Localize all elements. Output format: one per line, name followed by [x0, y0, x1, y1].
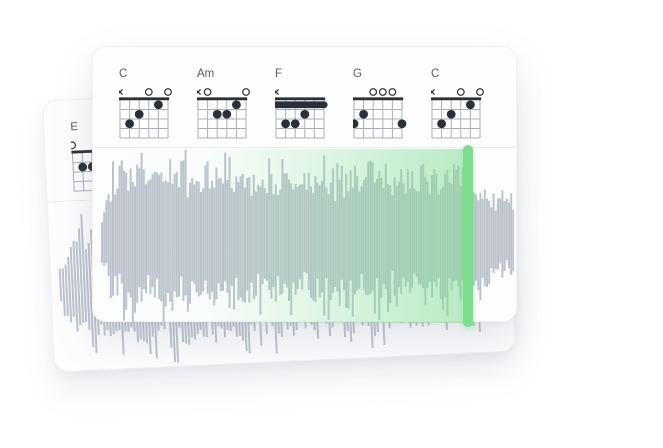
waveform [101, 150, 514, 322]
chord-diagram-g [349, 88, 407, 139]
chord-cell-am[interactable]: Am [194, 67, 275, 147]
chord-cell-c-2[interactable]: C [428, 67, 509, 147]
chord-label: F [275, 68, 283, 80]
chord-diagram-c-2 [428, 88, 484, 139]
chord-label: C [431, 68, 440, 80]
chord-diagram-f [272, 88, 328, 139]
chord-diagram-c [116, 88, 172, 139]
chord-diagram-am [194, 88, 250, 139]
chord-cell-g[interactable]: G [349, 67, 431, 147]
chord-cell-f[interactable]: F [272, 67, 353, 147]
chord-label: Am [197, 68, 215, 80]
waveform-region[interactable] [101, 145, 514, 327]
playhead-handle[interactable] [463, 145, 473, 327]
chord-row: C Am F G C [93, 47, 516, 148]
chord-label: G [353, 68, 362, 80]
chord-cell-c[interactable]: C [116, 67, 197, 147]
front-song-card: C Am F G C [92, 46, 517, 327]
chord-label: C [119, 68, 128, 80]
